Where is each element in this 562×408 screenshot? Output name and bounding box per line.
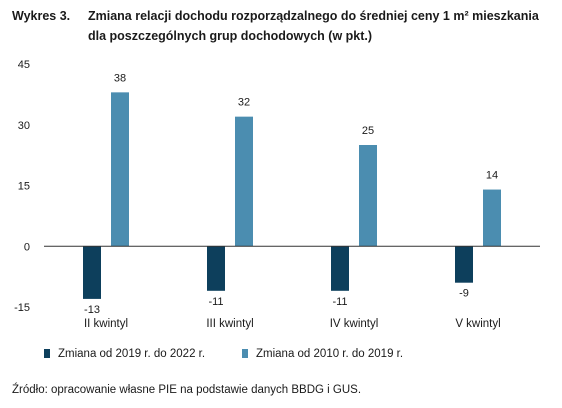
legend-item-series2: Zmiana od 2010 r. do 2019 r. bbox=[242, 347, 403, 361]
bar bbox=[359, 145, 377, 247]
x-tick-label: II kwintyl bbox=[84, 318, 128, 330]
x-tick-label: V kwintyl bbox=[455, 318, 500, 330]
value-label: -11 bbox=[332, 296, 347, 308]
y-tick-label: 15 bbox=[18, 181, 30, 193]
legend-label-series2: Zmiana od 2010 r. do 2019 r. bbox=[256, 348, 404, 360]
value-label: 38 bbox=[114, 72, 126, 84]
value-label: 25 bbox=[362, 125, 374, 137]
bar-chart: 45 30 15 0 -15 -13 38 II kwintyl -11 32 III kwinty… bbox=[14, 59, 540, 330]
bar bbox=[111, 92, 129, 247]
value-label: 32 bbox=[238, 97, 250, 109]
legend-swatch-series1 bbox=[44, 349, 50, 358]
bar bbox=[83, 246, 101, 299]
value-label: -13 bbox=[84, 304, 100, 316]
chart-title: Zmiana relacji dochodu rozporządzalnego … bbox=[88, 9, 539, 43]
legend-item-series1: Zmiana od 2019 r. do 2022 r. bbox=[44, 347, 205, 361]
bar bbox=[483, 189, 501, 247]
x-tick-label: IV kwintyl bbox=[330, 318, 379, 330]
legend-swatch-series2 bbox=[242, 349, 248, 358]
y-tick-label: -15 bbox=[14, 302, 30, 314]
value-label: -11 bbox=[208, 296, 223, 308]
value-label: -9 bbox=[459, 288, 469, 300]
figure-number: Wykres 3. bbox=[12, 9, 71, 23]
bar bbox=[455, 246, 473, 283]
x-tick-label: III kwintyl bbox=[206, 318, 253, 330]
bar bbox=[331, 246, 349, 291]
legend-label-series1: Zmiana od 2019 r. do 2022 r. bbox=[58, 348, 206, 360]
bar bbox=[235, 116, 253, 247]
bar bbox=[207, 246, 225, 291]
y-tick-label: 0 bbox=[24, 241, 30, 253]
source-note: Źródło: opracowanie własne PIE na podsta… bbox=[12, 384, 362, 396]
value-label: 14 bbox=[486, 170, 498, 182]
y-tick-label: 45 bbox=[18, 59, 30, 71]
y-tick-label: 30 bbox=[18, 120, 30, 132]
